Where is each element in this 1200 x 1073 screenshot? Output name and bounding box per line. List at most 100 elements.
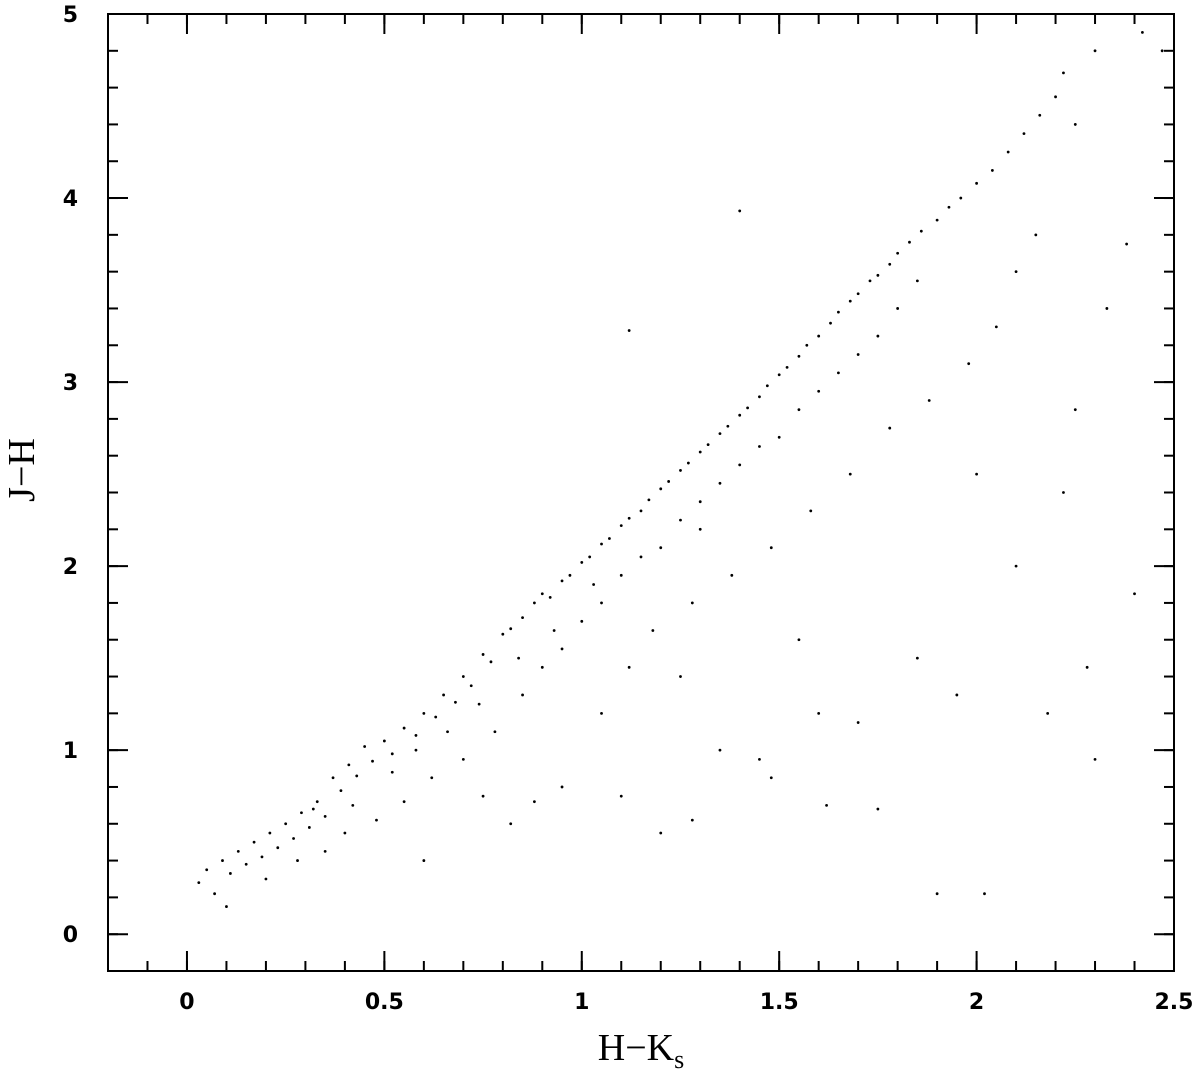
scatter-point xyxy=(568,573,572,577)
y-tick-label: 4 xyxy=(63,187,78,212)
scatter-point xyxy=(817,334,821,338)
scatter-point xyxy=(422,711,426,715)
scatter-point xyxy=(600,542,603,546)
scatter-point xyxy=(639,555,643,559)
scatter-point xyxy=(915,279,919,283)
scatter-point xyxy=(422,859,426,862)
scatter-point xyxy=(690,818,694,822)
scatter-point xyxy=(402,726,406,730)
scatter-point xyxy=(501,632,505,636)
scatter-point xyxy=(197,881,201,885)
scatter-point xyxy=(414,734,418,737)
x-tick-label: 0 xyxy=(179,990,194,1015)
scatter-point xyxy=(797,354,801,358)
scatter-point xyxy=(296,859,299,862)
scatter-point xyxy=(1073,408,1077,412)
y-tick-label: 3 xyxy=(63,371,78,396)
scatter-point xyxy=(1133,592,1136,596)
scatter-point xyxy=(509,627,513,631)
scatter-point xyxy=(777,373,781,377)
scatter-point xyxy=(323,815,327,818)
scatter-point xyxy=(619,524,623,528)
scatter-point xyxy=(521,693,524,697)
scatter-point xyxy=(533,601,536,605)
scatter-point xyxy=(292,837,295,840)
scatter-point xyxy=(769,776,773,780)
scatter-point xyxy=(797,408,801,412)
scatter-point xyxy=(817,711,821,715)
scatter-point xyxy=(331,776,335,780)
scatter-point xyxy=(493,730,497,734)
scatter-point xyxy=(698,500,702,504)
scatter-point xyxy=(959,196,963,200)
scatter-point xyxy=(659,487,663,491)
scatter-point xyxy=(1006,150,1010,154)
scatter-point xyxy=(718,748,722,752)
scatter-point xyxy=(627,516,631,520)
scatter-point xyxy=(600,711,603,715)
scatter-point xyxy=(1093,757,1097,761)
scatter-point xyxy=(461,757,465,761)
scatter-point xyxy=(454,700,457,704)
scatter-point xyxy=(1093,49,1097,53)
scatter-point xyxy=(521,616,524,620)
scatter-point xyxy=(540,665,544,669)
scatter-point xyxy=(908,240,911,244)
scatter-point xyxy=(837,310,840,314)
scatter-point xyxy=(442,693,445,697)
scatter-point xyxy=(560,785,564,789)
scatter-point xyxy=(244,862,248,866)
scatter-point xyxy=(758,395,761,399)
scatter-point xyxy=(509,822,513,826)
scatter-point xyxy=(355,774,359,778)
scatter-point xyxy=(1160,49,1164,53)
scatter-point xyxy=(805,343,809,347)
x-tick-label: 0.5 xyxy=(365,990,404,1015)
scatter-point xyxy=(221,859,224,862)
scatter-point xyxy=(746,406,749,410)
scatter-point xyxy=(738,209,742,213)
scatter-point xyxy=(284,822,288,826)
scatter-point xyxy=(315,800,319,804)
scatter-point xyxy=(983,892,986,896)
scatter-point xyxy=(1054,95,1057,99)
scatter-point xyxy=(1034,233,1038,237)
scatter-point xyxy=(837,371,840,375)
scatter-point xyxy=(738,413,742,417)
scatter-point xyxy=(679,469,682,472)
y-axis-label: J−H xyxy=(1,438,43,502)
scatter-point xyxy=(402,800,406,804)
x-axis-label: H−Ks xyxy=(598,1027,684,1073)
scatter-point xyxy=(540,592,544,596)
scatter-point xyxy=(390,770,394,774)
scatter-point xyxy=(260,855,264,859)
scatter-point xyxy=(552,629,556,632)
scatter-point xyxy=(876,807,880,811)
scatter-point xyxy=(888,262,892,266)
scatter-point xyxy=(651,629,655,632)
scatter-point xyxy=(848,472,852,476)
scatter-point xyxy=(765,384,769,388)
scatter-point xyxy=(252,840,256,844)
scatter-point xyxy=(758,757,761,761)
x-tick-label: 2.5 xyxy=(1155,990,1194,1015)
scatter-point xyxy=(469,684,473,688)
scatter-point xyxy=(896,251,900,255)
scatter-point xyxy=(994,325,998,329)
scatter-point xyxy=(829,321,832,325)
scatter-point xyxy=(236,849,240,853)
scatter-point xyxy=(888,426,892,430)
scatter-point xyxy=(856,721,860,724)
scatter-point xyxy=(975,181,978,185)
scatter-point xyxy=(600,601,603,605)
y-tick-label: 0 xyxy=(63,923,78,948)
scatter-point xyxy=(896,307,900,310)
scatter-point xyxy=(825,803,828,807)
scatter-point xyxy=(533,800,536,804)
scatter-point xyxy=(580,561,584,564)
scatter-point xyxy=(690,601,694,605)
scatter-point xyxy=(947,205,951,209)
scatter-point xyxy=(619,794,623,798)
